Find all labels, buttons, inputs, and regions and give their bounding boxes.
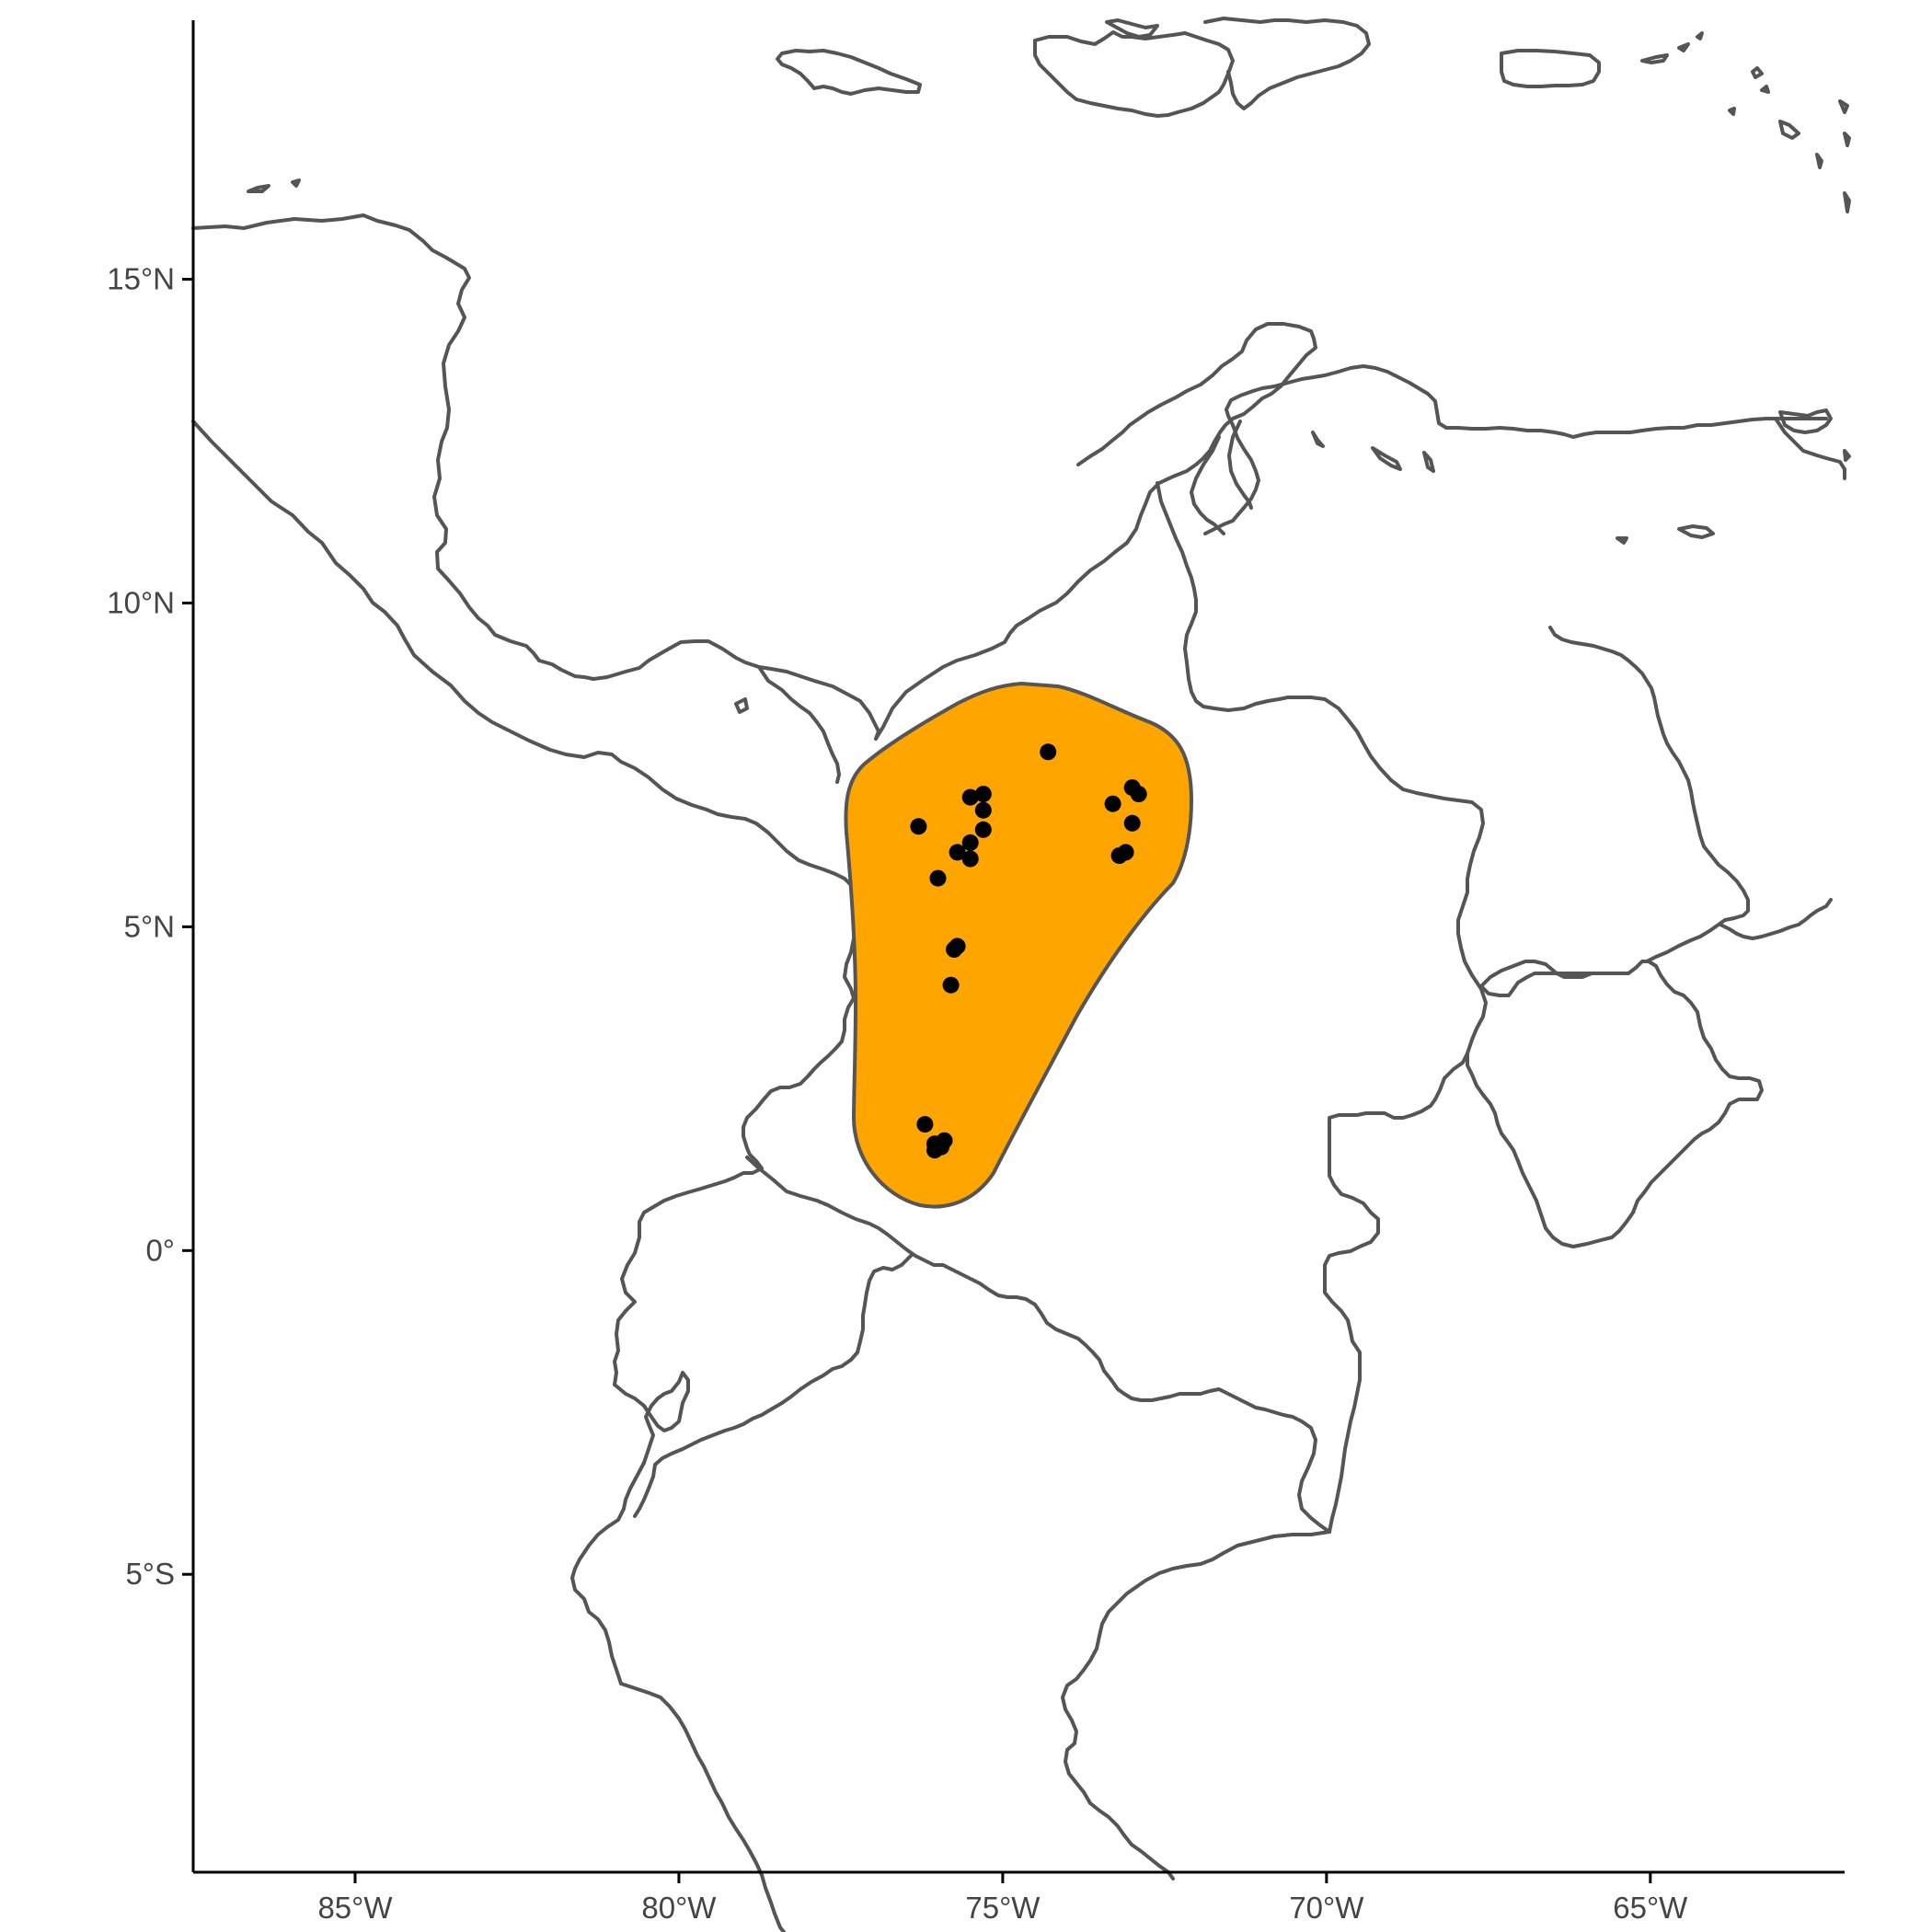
occurrence-point xyxy=(949,844,966,861)
border-colombia-ecuador-peru xyxy=(745,1156,1331,1534)
island-aruba xyxy=(1311,431,1325,448)
island-cayman-2 xyxy=(291,178,301,188)
border-peru-brazil xyxy=(1061,1530,1331,1880)
island-small-9 xyxy=(1843,132,1851,147)
island-hispaniola xyxy=(1033,30,1235,118)
species-range-polygon xyxy=(844,682,1193,1209)
occurrence-point xyxy=(926,1142,943,1159)
coastline-ecuador xyxy=(570,1371,690,1685)
occurrence-point xyxy=(916,1116,934,1133)
island-small-1 xyxy=(1640,53,1669,64)
occurrence-point xyxy=(961,788,979,806)
occurrence-point xyxy=(910,818,927,835)
border-brazil-venezuela xyxy=(1479,960,1593,988)
island-small-4 xyxy=(1751,66,1764,79)
occurrence-point xyxy=(961,850,979,868)
island-trinidad xyxy=(1778,408,1833,434)
x-tick-label: 65°W xyxy=(1613,1891,1688,1925)
occurrence-point xyxy=(1130,786,1147,803)
x-tick-label: 70°W xyxy=(1289,1891,1364,1925)
island-jamaica xyxy=(776,49,922,96)
border-colombia-brazil xyxy=(1323,1052,1469,1534)
island-small-2 xyxy=(1677,42,1690,52)
x-tick-label: 75°W xyxy=(965,1891,1041,1925)
island-cuba-west xyxy=(1105,18,1159,39)
island-small-6 xyxy=(1778,120,1800,140)
island-small-12 xyxy=(1616,536,1628,545)
island-small-7 xyxy=(1815,153,1823,169)
occurrence-point xyxy=(942,976,960,994)
island-small-3 xyxy=(1696,31,1704,40)
coastline-pacific-colombia xyxy=(613,923,857,1386)
coastline-caribbean-colombia xyxy=(874,322,1317,741)
island-cayman-1 xyxy=(247,184,270,193)
border-ecuador-peru xyxy=(633,1254,913,1518)
x-tick-label: 80°W xyxy=(641,1891,717,1925)
occurrence-point xyxy=(946,941,963,958)
occurrence-point xyxy=(1104,795,1121,812)
x-axis-ticks: 85°W 80°W 75°W 70°W 65°W xyxy=(317,1872,1688,1925)
island-hispaniola-east xyxy=(1203,17,1371,110)
border-guyana-brazil xyxy=(1719,898,1833,940)
y-axis-ticks: 15°N 10°N 5°N 0° 5°S xyxy=(107,262,193,1591)
island-small-8 xyxy=(1843,191,1851,213)
x-tick-label: 85°W xyxy=(317,1891,393,1925)
island-margarita xyxy=(1677,524,1715,539)
occurrence-point xyxy=(974,821,992,838)
occurrence-point xyxy=(961,834,979,851)
island-bonaire xyxy=(1422,451,1435,473)
y-tick-label: 0° xyxy=(145,1233,175,1267)
occurrence-points xyxy=(910,743,1147,1159)
border-colombia-venezuela xyxy=(1156,481,1764,1248)
y-tick-label: 5°N xyxy=(124,909,175,943)
coastline-peru-north xyxy=(619,1682,786,1932)
y-tick-label: 5°S xyxy=(125,1557,175,1591)
coastline-venezuela-east xyxy=(1774,417,1846,480)
coastline-pacific-central-america xyxy=(191,420,859,926)
coastline-lake-maracaibo xyxy=(1190,435,1225,535)
occurrence-point xyxy=(974,801,992,819)
coastlines xyxy=(191,17,1851,1932)
island-small-10 xyxy=(1838,99,1849,114)
y-tick-label: 10°N xyxy=(107,585,175,619)
occurrence-point xyxy=(1123,814,1141,832)
island-curacao xyxy=(1371,446,1402,471)
island-small-5 xyxy=(1760,85,1770,94)
coastline-central-america xyxy=(191,213,880,741)
island-tobago xyxy=(1843,449,1851,462)
occurrence-point xyxy=(1110,847,1128,864)
occurrence-point xyxy=(929,869,947,887)
border-panama-colombia xyxy=(757,665,841,784)
y-tick-label: 15°N xyxy=(107,262,175,296)
coastline-lake-maracaibo-inner xyxy=(1227,420,1253,510)
island-puerto-rico xyxy=(1500,49,1601,88)
occurrence-point xyxy=(974,786,992,803)
border-venezuela-guyana xyxy=(1548,626,1750,963)
island-small-11 xyxy=(1728,107,1736,116)
coastline-venezuela-north xyxy=(1203,364,1828,535)
occurrence-point xyxy=(1040,743,1057,761)
island-san-andres xyxy=(734,697,749,714)
